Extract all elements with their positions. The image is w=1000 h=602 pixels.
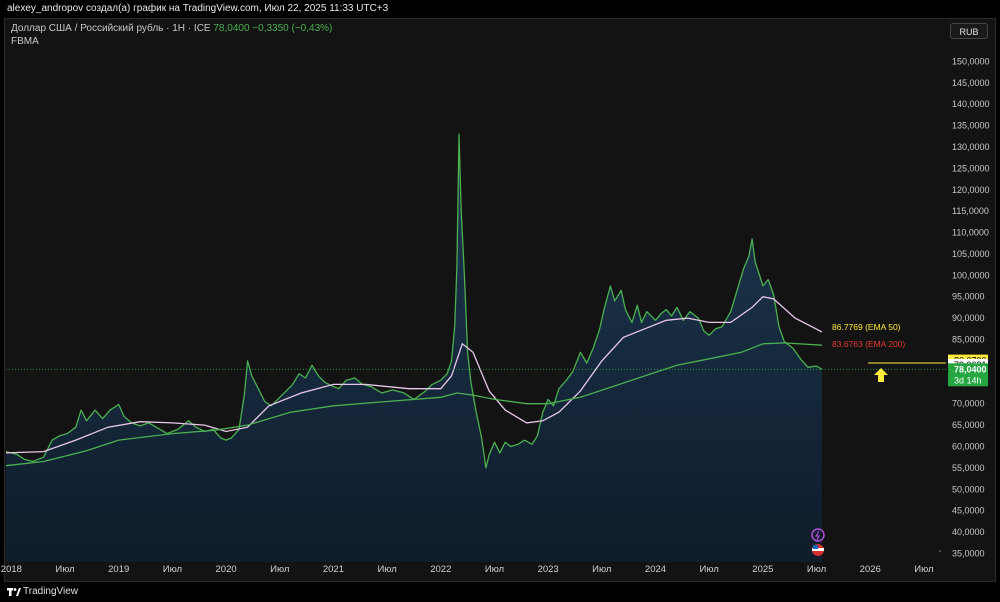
y-tick-label: 90,0000	[952, 313, 985, 323]
y-tick-label: 50,0000	[952, 484, 985, 494]
chart-legend: Доллар США / Российский рубль · 1Н · ICE…	[11, 22, 332, 48]
y-tick-label: 55,0000	[952, 463, 985, 473]
y-tick-label: 70,0000	[952, 399, 985, 409]
y-tick-label: 35,0000	[952, 548, 985, 558]
top-bar: alexey_andropov создал(а) график на Trad…	[0, 0, 1000, 18]
y-tick-label: 140,0000	[952, 99, 990, 109]
y-tick-label: 40,0000	[952, 527, 985, 537]
y-tick-label: 95,0000	[952, 292, 985, 302]
x-tick-label: Июл	[807, 564, 826, 575]
us-flag-stripe	[812, 548, 824, 551]
current-price-label: 78,0400	[954, 364, 987, 374]
footer-brand: TradingView	[23, 586, 79, 597]
lightning-bolt	[814, 530, 820, 541]
chart-author-title: alexey_andropov создал(а) график на Trad…	[7, 3, 389, 14]
x-tick-label: 2018	[1, 564, 22, 575]
y-tick-label: 105,0000	[952, 249, 990, 259]
us-flag-canton	[813, 545, 818, 549]
x-tick-label: 2025	[752, 564, 773, 575]
price-area-fill	[6, 134, 822, 562]
up-arrow-icon[interactable]	[874, 368, 888, 382]
y-tick-label: 45,0000	[952, 506, 985, 516]
x-tick-label: Июл	[700, 564, 719, 575]
ema50-line[interactable]	[5, 295, 823, 454]
x-tick-label: 2024	[645, 564, 666, 575]
y-tick-label: 135,0000	[952, 121, 990, 131]
x-tick-label: Июл	[914, 564, 933, 575]
y-tick-label: 110,0000	[952, 228, 989, 238]
x-tick-label: Июл	[270, 564, 289, 575]
x-tick-label: 2020	[216, 564, 237, 575]
y-tick-label: 145,0000	[952, 78, 990, 88]
y-tick-label: 85,0000	[952, 335, 985, 345]
current-price-box-bg	[948, 363, 988, 387]
tradingview-logo-icon	[7, 588, 21, 596]
y-tick-label: 150,0000	[952, 56, 990, 66]
x-tick-label: 2023	[538, 564, 559, 575]
x-tick-label: 2021	[323, 564, 344, 575]
price-change: −0,3350 (−0,43%)	[252, 23, 333, 34]
symbol-description[interactable]: Доллар США / Российский рубль · 1Н · ICE	[11, 23, 211, 34]
x-tick-label: 2022	[430, 564, 451, 575]
x-tick-label: 2026	[860, 564, 881, 575]
x-tick-label: Июл	[377, 564, 396, 575]
x-tick-label: Июл	[592, 564, 611, 575]
footer: TradingView	[0, 582, 1000, 602]
countdown-label: 3d 14h	[954, 375, 982, 385]
chart-dot	[939, 550, 941, 552]
y-tick-label: 130,0000	[952, 142, 990, 152]
y-tick-label: 120,0000	[952, 185, 990, 195]
x-tick-label: Июл	[163, 564, 182, 575]
y-tick-label: 100,0000	[952, 270, 990, 280]
y-tick-label: 60,0000	[952, 441, 985, 451]
x-tick-label: Июл	[55, 564, 74, 575]
x-tick-label: Июл	[485, 564, 504, 575]
y-tick-label: 115,0000	[952, 206, 989, 216]
x-tick-label: 2019	[108, 564, 129, 575]
indicator-name[interactable]: FBMA	[11, 36, 39, 47]
ema50-value-label: 86.7769 (EMA 50)	[832, 322, 901, 332]
lightning-icon[interactable]	[811, 528, 825, 542]
ema200-line[interactable]	[5, 342, 822, 467]
y-tick-label: 125,0000	[952, 163, 990, 173]
y-tick-label: 65,0000	[952, 420, 985, 430]
last-price: 78,0400	[213, 23, 250, 34]
ema200-value-label: 83.6763 (EMA 200)	[832, 339, 905, 349]
currency-button[interactable]: RUB	[950, 23, 988, 39]
